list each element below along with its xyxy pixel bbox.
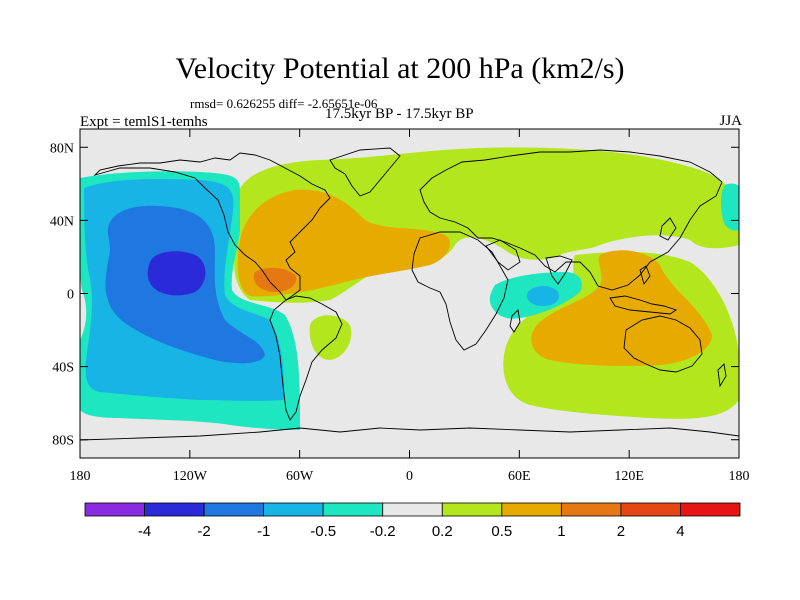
coastline-arabia xyxy=(485,239,521,271)
contour-region-negative-2 xyxy=(147,251,206,296)
colorbar-label: -0.5 xyxy=(310,523,336,540)
coastline-greenland xyxy=(329,147,401,197)
contour-region-negative-05-indian xyxy=(526,286,560,306)
coastline-south-america xyxy=(269,295,343,421)
latitude-axis: 80N 40N 0 40S 80S xyxy=(50,141,739,449)
lon-tick-label: 120E xyxy=(614,469,644,484)
coastline-eurasia xyxy=(419,149,723,291)
colorbar-label: 4 xyxy=(676,523,684,540)
longitude-axis: 180 120W 60W 0 60E 120E 180 xyxy=(70,129,750,484)
colorbar-label: 0.2 xyxy=(432,523,453,540)
lat-tick-label: 80N xyxy=(50,141,74,156)
coastline-india xyxy=(545,255,573,285)
map-panel: 80N 40N 0 40S 80S 180 120W 60W 0 60E 120E 180 xyxy=(50,128,750,484)
colorbar-swatch xyxy=(203,502,265,517)
coastline-madagascar xyxy=(509,309,521,333)
coastline-antarctica xyxy=(80,427,739,441)
lon-tick-label: 0 xyxy=(406,469,413,484)
colorbar-swatch xyxy=(560,502,622,517)
colorbar-label: -2 xyxy=(197,523,210,540)
colorbar: -4 -2 -1 -0.5 -0.2 0.2 0.5 1 2 4 xyxy=(84,502,741,540)
colorbar-label: -4 xyxy=(138,523,151,540)
lon-tick-label: 60E xyxy=(508,469,531,484)
colorbar-swatch xyxy=(680,502,741,517)
colorbar-swatch xyxy=(263,502,324,517)
coastline-australia xyxy=(623,315,703,373)
coastline-new-zealand xyxy=(717,363,727,388)
coastline-indonesia xyxy=(609,295,678,315)
experiment-label: Expt = temlS1-temhs xyxy=(80,114,208,130)
lat-tick-label: 80S xyxy=(52,434,74,449)
colorbar-label: 2 xyxy=(617,523,625,540)
contour-region-strong-positive-north xyxy=(237,189,450,297)
lon-tick-label: 180 xyxy=(70,469,91,484)
coastline-africa xyxy=(411,231,509,351)
lon-tick-label: 60W xyxy=(286,469,314,484)
period-label: 17.5kyr BP - 17.5kyr BP xyxy=(325,106,474,122)
lat-tick-label: 0 xyxy=(67,288,74,303)
colorbar-swatch xyxy=(382,502,443,517)
colorbar-label: -0.2 xyxy=(370,523,396,540)
lon-tick-label: 180 xyxy=(729,469,750,484)
colorbar-label: 0.5 xyxy=(491,523,512,540)
colorbar-swatch xyxy=(322,502,384,517)
contour-fills xyxy=(80,147,739,430)
colorbar-label: -1 xyxy=(257,523,270,540)
colorbar-swatch xyxy=(84,502,145,517)
coastline-japan xyxy=(659,217,677,241)
season-label: JJA xyxy=(719,113,742,129)
colorbar-swatch xyxy=(620,502,681,517)
colorbar-label: 1 xyxy=(557,523,565,540)
coastlines xyxy=(80,147,739,441)
colorbar-swatch xyxy=(501,502,562,517)
colorbar-swatch xyxy=(144,502,205,517)
contour-region-negative-atlantic-edge xyxy=(720,183,739,231)
lon-tick-label: 120W xyxy=(173,469,208,484)
lat-tick-label: 40S xyxy=(52,361,74,376)
chart-title: Velocity Potential at 200 hPa (km2/s) xyxy=(175,52,625,85)
coastline-north-america xyxy=(93,152,331,301)
coastline-philippines xyxy=(639,265,651,285)
colorbar-swatch xyxy=(441,502,503,517)
lat-tick-label: 40N xyxy=(50,214,74,229)
stats-line: rmsd= 0.626255 diff= -2.65651e-06 xyxy=(190,96,378,111)
